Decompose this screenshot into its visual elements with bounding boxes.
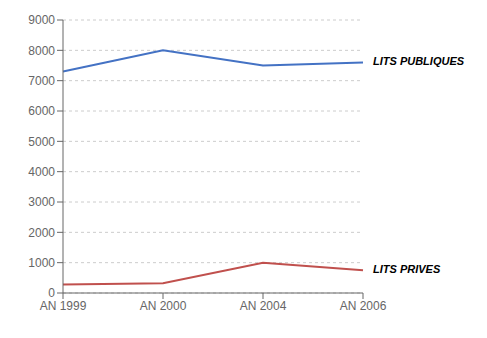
svg-text:8000: 8000: [28, 44, 55, 58]
svg-text:AN 2004: AN 2004: [240, 299, 287, 313]
svg-text:0: 0: [48, 286, 55, 300]
svg-text:LITS PRIVES: LITS PRIVES: [373, 263, 441, 275]
svg-text:AN 2006: AN 2006: [340, 299, 387, 313]
svg-text:6000: 6000: [28, 104, 55, 118]
svg-text:1000: 1000: [28, 256, 55, 270]
svg-text:AN 2000: AN 2000: [140, 299, 187, 313]
svg-text:7000: 7000: [28, 74, 55, 88]
svg-text:4000: 4000: [28, 165, 55, 179]
svg-text:2000: 2000: [28, 226, 55, 240]
svg-text:5000: 5000: [28, 135, 55, 149]
svg-text:LITS PUBLIQUES: LITS PUBLIQUES: [373, 55, 465, 67]
svg-text:AN 1999: AN 1999: [40, 299, 87, 313]
svg-text:9000: 9000: [28, 13, 55, 27]
svg-text:3000: 3000: [28, 195, 55, 209]
